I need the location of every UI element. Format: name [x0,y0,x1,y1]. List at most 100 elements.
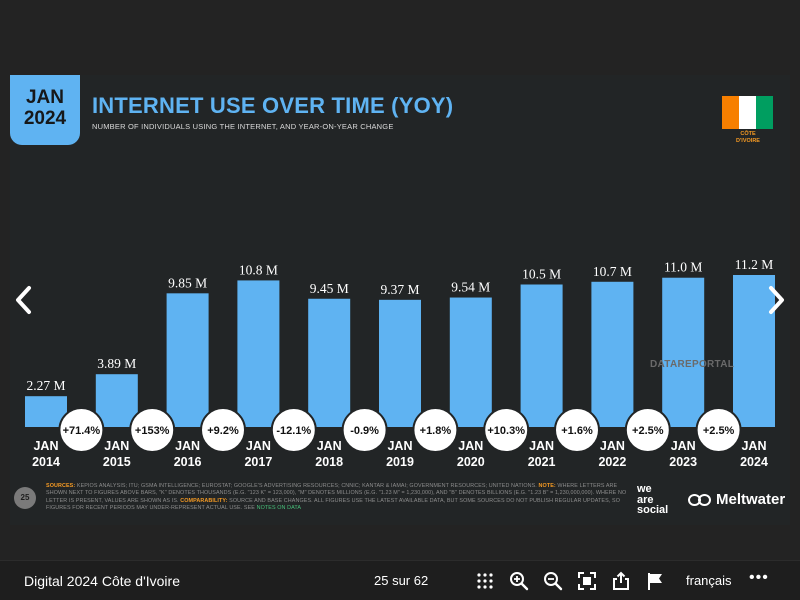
meltwater-mark-icon [688,493,712,507]
yoy-change-circle-8 [624,407,671,453]
date-year: 2024 [23,108,67,129]
x-tick-month-2: JAN [175,439,200,453]
meltwater-wordmark: Meltwater [716,491,786,508]
x-tick-month-10: JAN [741,439,766,453]
bar-3 [237,280,280,427]
x-tick-month-1: JAN [104,439,129,453]
we-are-social-logo: we are social [637,484,668,516]
x-tick-month-4: JAN [317,439,342,453]
yoy-change-circle-0 [58,407,105,453]
country-label: CÔTE D'IVOIRE [716,131,780,145]
x-tick-month-0: JAN [33,439,58,453]
yoy-change-circle-1 [129,407,176,453]
datareportal-watermark: DATAREPORTAL [650,359,735,370]
country-label-line1: CÔTE [740,131,756,137]
yoy-change-label-8: +2.5% [632,425,664,437]
x-tick-month-8: JAN [600,439,625,453]
yoy-change-circle-5 [412,407,459,453]
flag-stripe-green [756,96,773,129]
bar-value-label-7: 10.5 M [522,267,561,282]
yoy-change-label-5: +1.8% [420,425,452,437]
yoy-change-label-6: +10.3% [487,425,525,437]
more-options-button[interactable]: ••• [749,569,769,586]
flag-stripe-orange [722,96,739,129]
yoy-change-label-7: +1.6% [561,425,593,437]
yoy-change-label-0: +71.4% [63,425,101,437]
flag-icon[interactable] [644,570,666,592]
bar-value-label-6: 9.54 M [451,280,490,295]
slide-page-number: 25 [14,487,36,509]
bar-1 [95,374,138,427]
zoom-out-icon[interactable] [542,570,564,592]
bar-6 [449,297,492,427]
slide: JAN 2024 INTERNET USE OVER TIME (YOY) NU… [10,75,790,525]
yoy-change-circle-9 [695,407,742,453]
bar-8 [591,281,634,427]
x-tick-year-9: 2023 [669,455,697,469]
note-body: WHERE LETTERS ARE SHOWN NEXT TO FIGURES … [46,483,627,504]
x-tick-year-1: 2015 [103,455,131,469]
note-label: NOTE: [538,483,556,489]
x-tick-month-6: JAN [458,439,483,453]
yoy-change-circle-3 [270,407,317,453]
flag-stripe-white [739,96,756,129]
slide-subtitle: NUMBER OF INDIVIDUALS USING THE INTERNET… [92,122,394,131]
sources-text: SOURCES: KEPIOS ANALYSIS; ITU; GSMA INTE… [46,483,631,513]
bar-4 [308,298,351,427]
x-tick-year-3: 2017 [244,455,272,469]
sources-label: SOURCES: [46,483,76,489]
x-tick-month-9: JAN [671,439,696,453]
bar-value-label-8: 10.7 M [593,264,632,279]
bar-value-label-0: 2.27 M [26,378,65,393]
bar-value-label-3: 10.8 M [239,262,278,277]
page-counter: 25 sur 62 [374,573,429,588]
yoy-change-circle-7 [554,407,600,453]
bar-value-label-1: 3.89 M [97,356,136,371]
document-title: Digital 2024 Côte d'Ivoire [24,573,180,589]
x-tick-month-3: JAN [246,439,271,453]
logo-word-are: are [637,493,654,506]
x-tick-year-6: 2020 [457,455,485,469]
yoy-change-label-1: +153% [135,425,170,437]
x-tick-year-8: 2022 [598,455,626,469]
country-flag [722,96,773,129]
bar-value-label-4: 9.45 M [310,281,349,296]
bar-value-label-9: 11.0 M [664,260,703,275]
previous-slide-arrow-icon[interactable] [10,282,38,318]
bar-2 [166,293,209,427]
x-tick-year-7: 2021 [528,455,556,469]
bar-10 [733,275,775,427]
grid-icon[interactable] [474,570,496,592]
bar-value-label-10: 11.2 M [735,257,774,272]
date-badge: JAN 2024 [10,75,80,145]
date-month: JAN [25,87,64,108]
comparability-label: COMPARABILITY: [180,497,228,504]
next-slide-arrow-icon[interactable] [762,282,790,318]
yoy-change-circle-2 [200,407,246,453]
viewer-toolbar: Digital 2024 Côte d'Ivoire 25 sur 62 [0,560,800,600]
yoy-change-circle-4 [341,407,388,453]
x-tick-year-5: 2019 [386,455,414,469]
share-icon[interactable] [610,570,632,592]
yoy-change-label-4: -0.9% [350,425,379,437]
comparability-body: SOURCE AND BASE CHANGES. ALL FIGURES USE… [46,497,620,512]
yoy-change-circle-6 [483,407,530,453]
x-tick-year-0: 2014 [32,455,60,469]
yoy-change-label-2: +9.2% [207,425,239,437]
bar-value-label-2: 9.85 M [168,275,207,290]
notes-on-data-link[interactable]: NOTES ON DATA [256,505,302,512]
internet-use-chart: 2.27 M JAN 2014 3.89 M JAN 2015 9.85 M JAN 2016 1… [25,257,775,469]
logo-word-social: social [637,504,669,516]
meltwater-logo: Meltwater [688,491,785,508]
slide-title: INTERNET USE OVER TIME (YOY) [92,93,454,118]
x-tick-year-4: 2018 [315,455,343,469]
language-selector[interactable]: français [686,573,732,588]
fullscreen-icon[interactable] [576,570,598,592]
logo-word-we: we [637,483,652,495]
x-tick-year-2: 2016 [174,455,202,469]
zoom-in-icon[interactable] [508,570,530,592]
sources-body: KEPIOS ANALYSIS; ITU; GSMA INTELLIGENCE;… [76,483,537,489]
bar-7 [520,284,563,427]
bar-5 [379,299,421,427]
